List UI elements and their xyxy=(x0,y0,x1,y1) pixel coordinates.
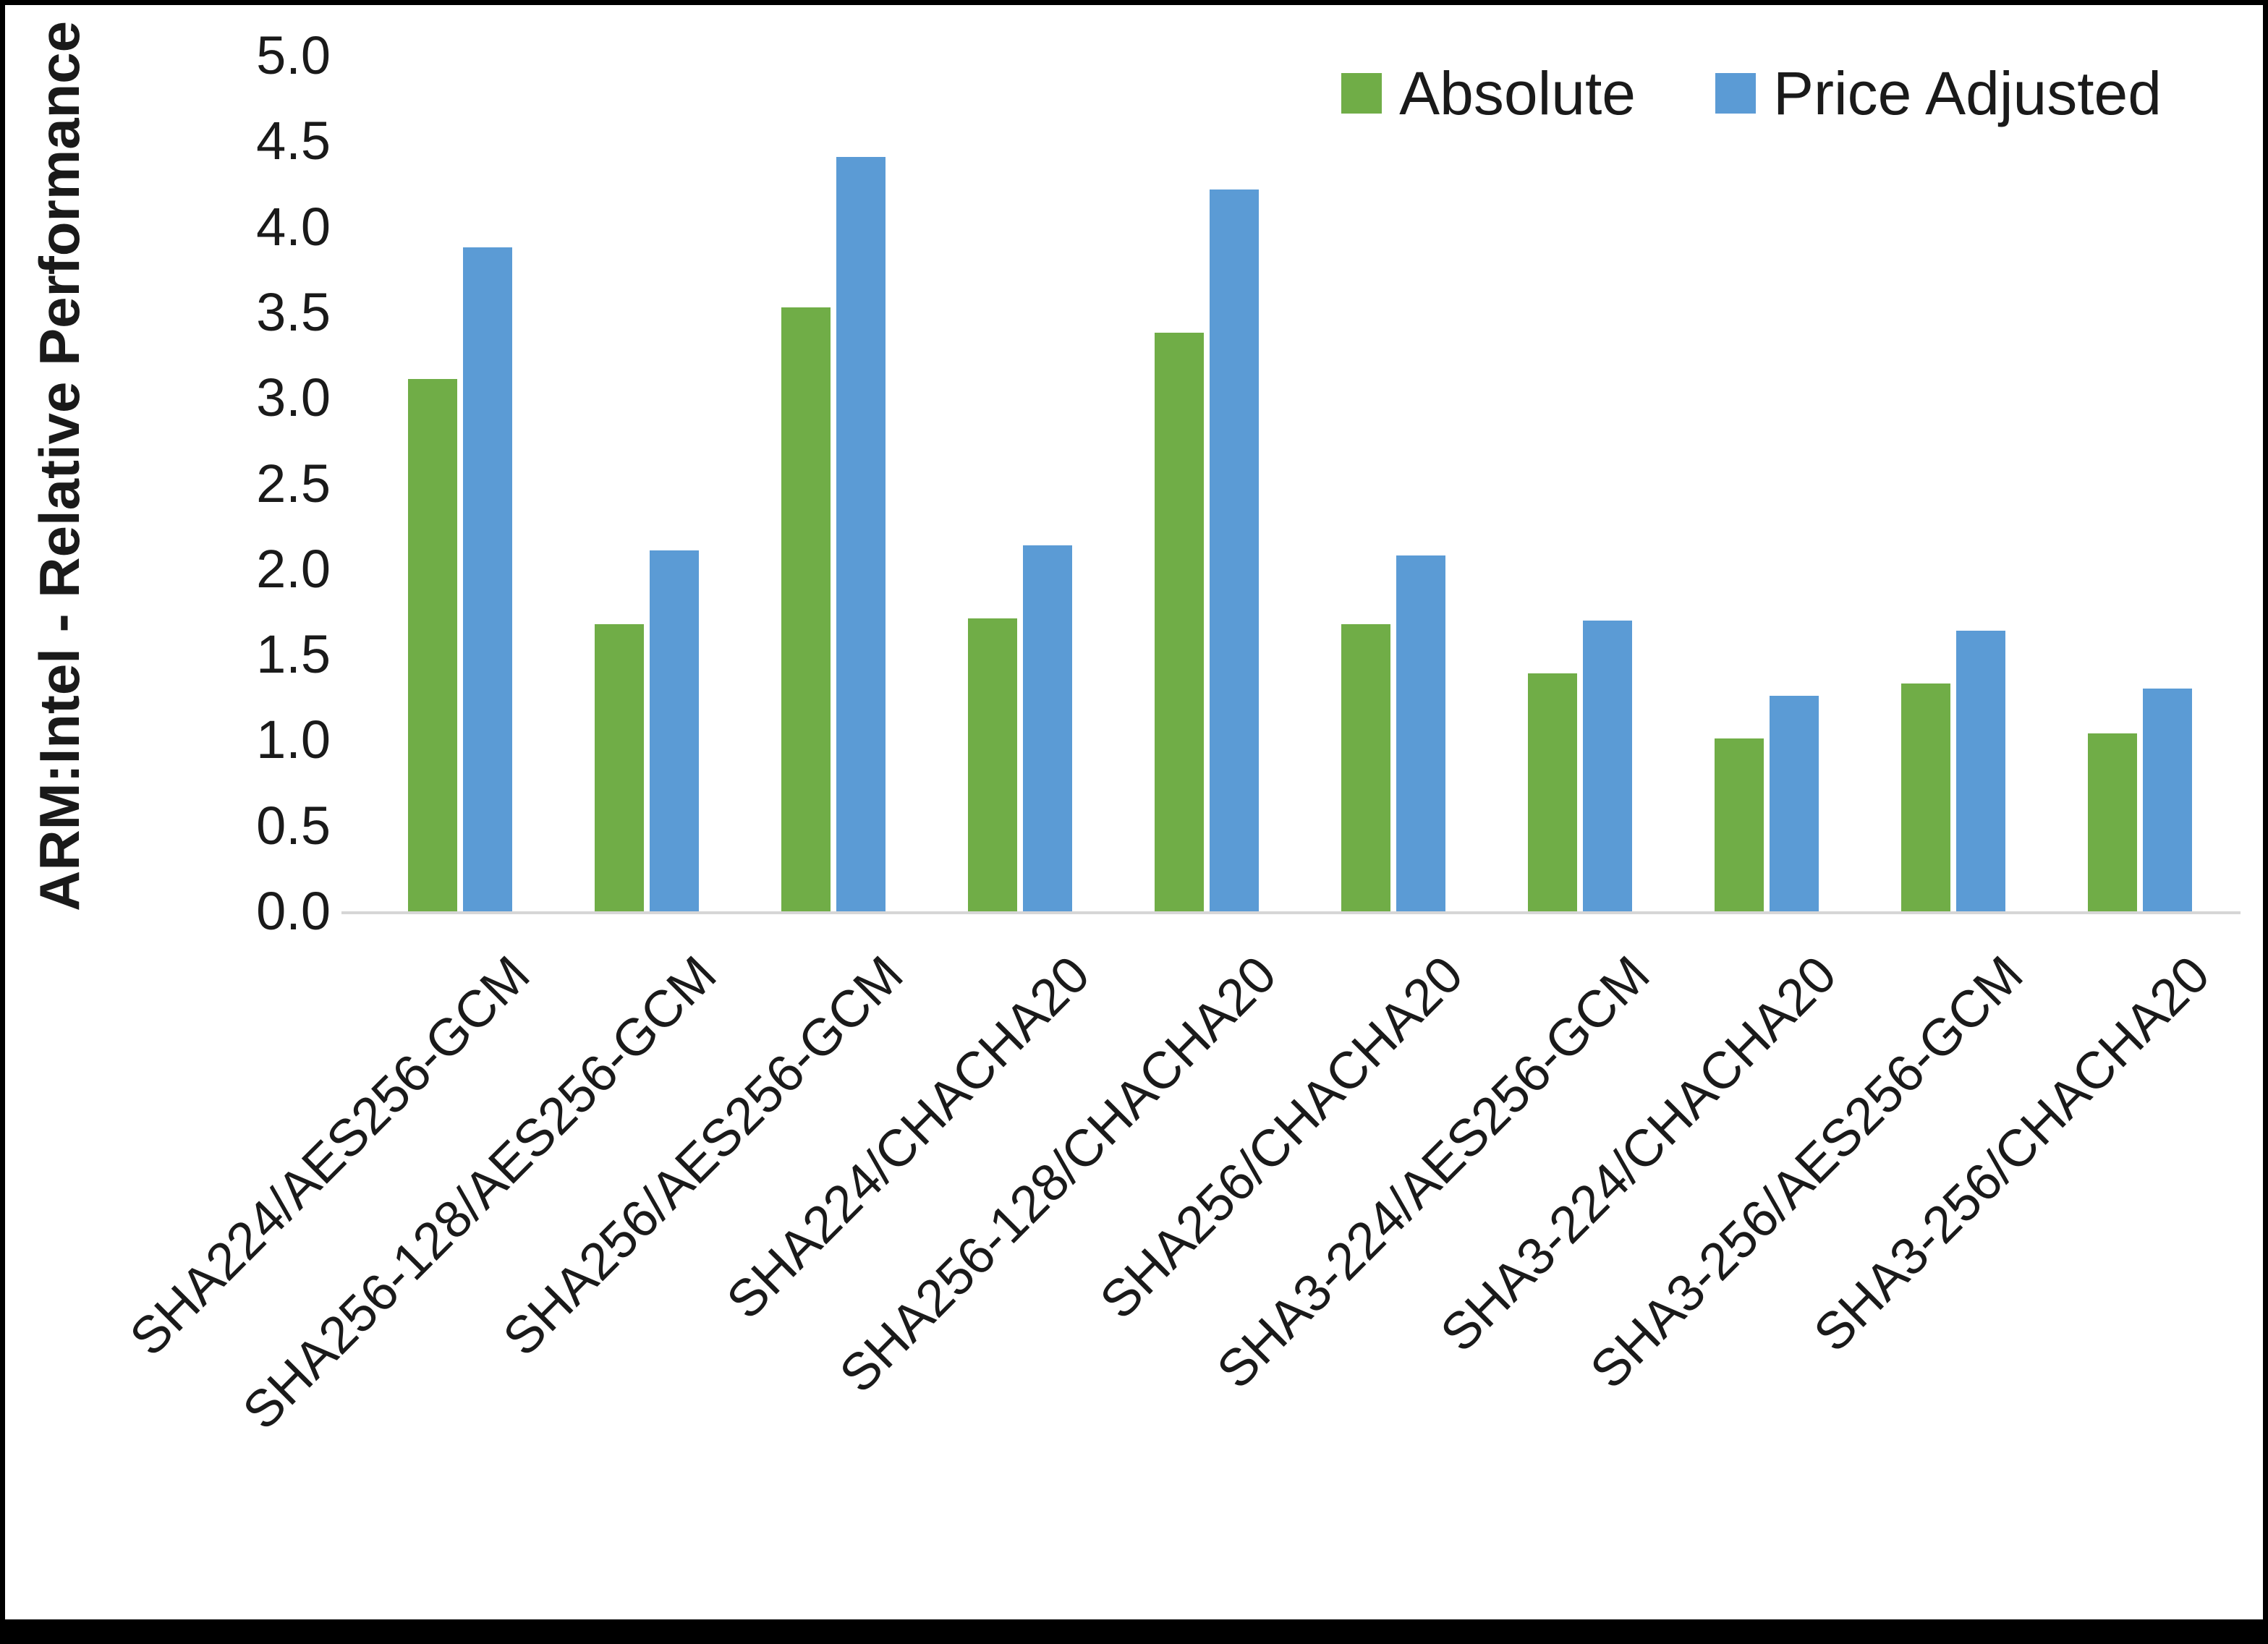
y-tick-label: 2.5 xyxy=(256,453,331,514)
legend-swatch-absolute xyxy=(1341,73,1383,114)
legend-item-price-adjusted: Price Adjusted xyxy=(1715,63,2162,124)
bar-absolute xyxy=(1341,623,1390,911)
bar-absolute xyxy=(1528,673,1577,911)
y-tick-label: 0.0 xyxy=(256,881,331,941)
bar-price-adjusted xyxy=(2143,689,2192,911)
x-axis-line xyxy=(341,911,2241,914)
bar-absolute xyxy=(408,379,457,911)
y-tick-label: 1.5 xyxy=(256,624,331,685)
bar-price-adjusted xyxy=(1023,545,1072,911)
legend-label-absolute: Absolute xyxy=(1399,59,1636,127)
y-tick-label: 2.0 xyxy=(256,538,331,599)
bar-absolute xyxy=(968,618,1017,911)
y-tick-label: 5.0 xyxy=(256,25,331,85)
y-tick-label: 4.5 xyxy=(256,111,331,171)
bar-price-adjusted xyxy=(1210,189,1259,911)
y-tick-label: 4.0 xyxy=(256,196,331,257)
plot-area xyxy=(367,56,2233,911)
bar-absolute xyxy=(595,623,644,911)
bar-price-adjusted xyxy=(1396,555,1445,911)
y-tick-label: 3.0 xyxy=(256,367,331,428)
bar-absolute xyxy=(2088,733,2137,911)
y-tick-label: 1.0 xyxy=(256,710,331,770)
bar-price-adjusted xyxy=(1956,630,2005,911)
y-axis-title: ARM:Intel - Relative Performance xyxy=(27,21,91,911)
legend-swatch-price-adjusted xyxy=(1715,73,1757,114)
bar-absolute xyxy=(1715,738,1764,911)
legend-label-price-adjusted: Price Adjusted xyxy=(1773,59,2162,127)
legend-item-absolute: Absolute xyxy=(1341,63,1636,124)
y-tick-label: 3.5 xyxy=(256,281,331,342)
y-tick-label: 0.5 xyxy=(256,795,331,856)
bar-absolute xyxy=(1901,683,1950,911)
bar-price-adjusted xyxy=(836,156,885,911)
legend: Absolute Price Adjusted xyxy=(1341,63,2162,124)
bar-price-adjusted xyxy=(1770,695,1819,911)
bar-absolute xyxy=(781,307,831,911)
bar-price-adjusted xyxy=(463,247,512,911)
bar-price-adjusted xyxy=(1583,620,1632,911)
bar-absolute xyxy=(1155,333,1204,911)
bar-price-adjusted xyxy=(650,550,699,911)
